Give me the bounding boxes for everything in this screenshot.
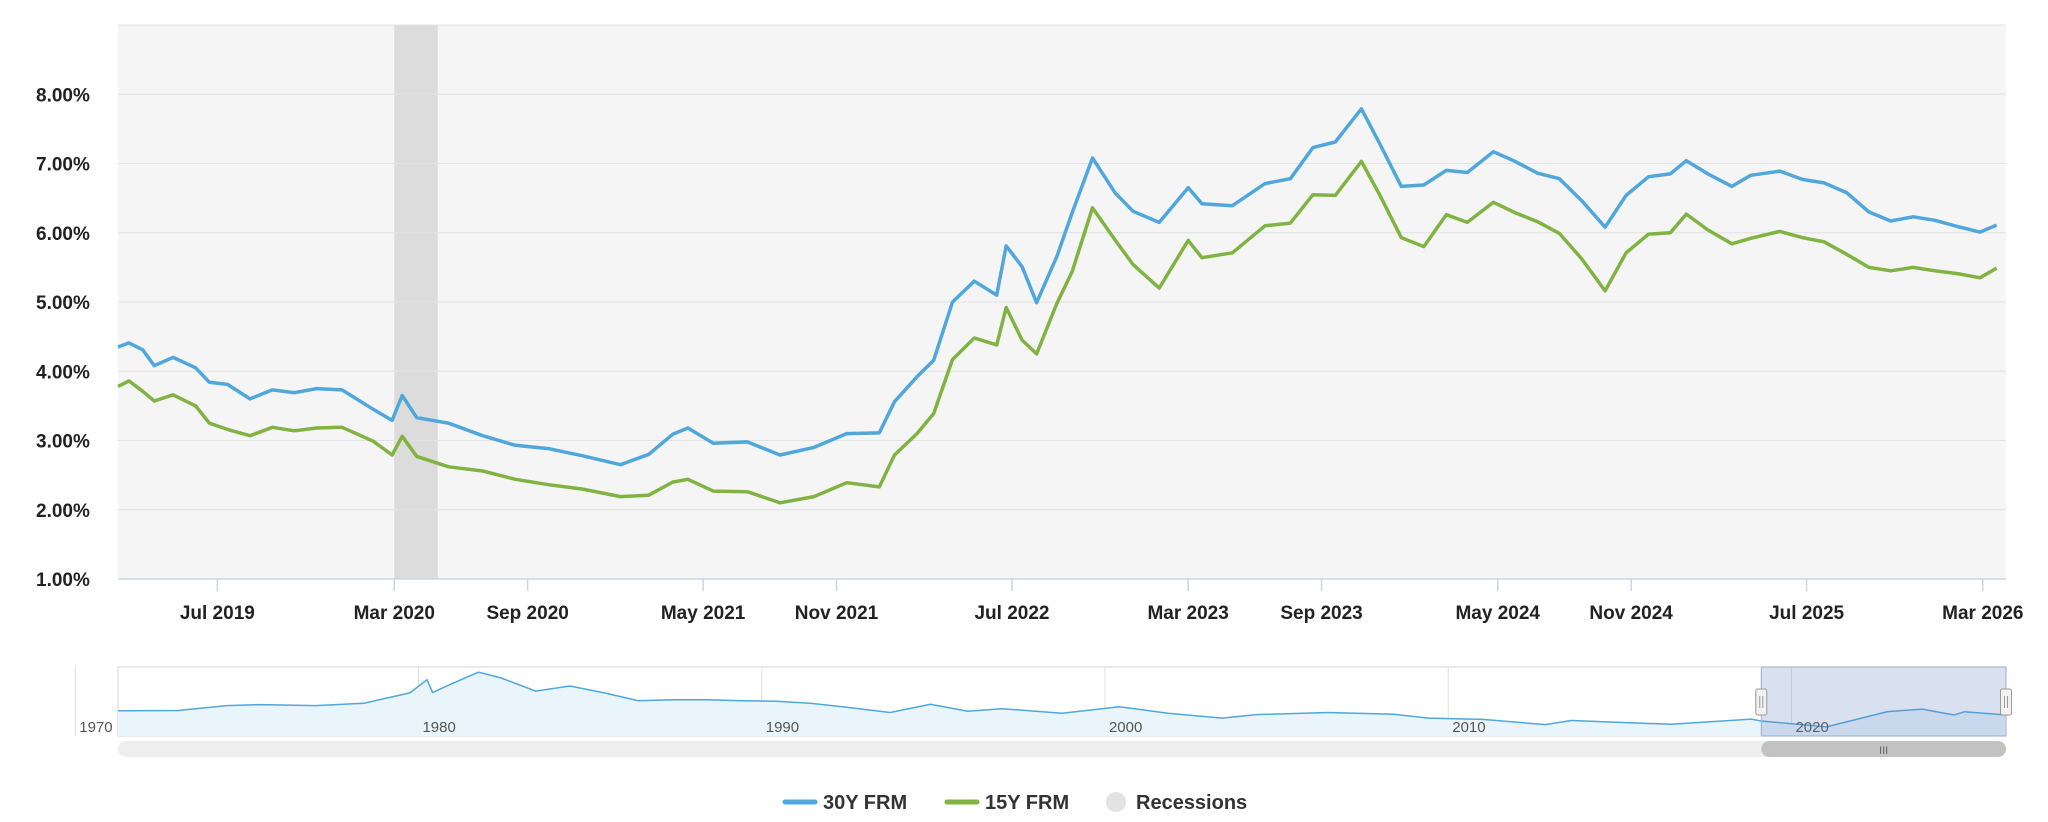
navigator-year-label: 2010 [1452,719,1485,736]
x-tick-label: Jul 2022 [974,603,1049,624]
y-tick-label: 4.00% [36,362,90,383]
legend-30y-label: 30Y FRM [823,792,907,814]
x-tick-label: Nov 2021 [795,603,879,624]
x-tick-label: May 2021 [661,603,746,624]
y-tick-label: 2.00% [36,501,90,522]
navigator-selected-range[interactable] [1760,666,2007,737]
navigator-series-line [117,671,2005,728]
y-tick-label: 3.00% [36,432,90,453]
series-line-15y-frm [117,159,1998,505]
legend: 30Y FRM 15Y FRM Recessions [782,792,1247,814]
x-tick-label: Mar 2020 [354,603,435,624]
scrollbar-thumb[interactable] [1761,741,2006,757]
y-tick-label: 1.00% [36,570,90,591]
x-axis-ticks [216,579,1984,591]
x-tick-label: Jul 2019 [180,603,255,624]
y-axis-labels: 1.00% 2.00% 3.00% 4.00% 5.00% 6.00% 7.00% 8.00% [36,85,90,591]
legend-recessions-swatch [1106,792,1126,812]
legend-item-recessions[interactable]: Recessions [1106,792,1247,814]
x-tick-label: May 2024 [1455,603,1540,624]
x-axis-labels: Jul 2019 Mar 2020 Sep 2020 May 2021 Nov 2021… [180,603,2024,624]
scrollbar-grip-icon: III [1879,745,1888,757]
navigator-year-label: 1990 [766,719,799,736]
scrollbar-track[interactable] [118,741,2006,757]
x-tick-label: Nov 2024 [1589,603,1673,624]
legend-recessions-label: Recessions [1136,792,1247,814]
navigator-year-label: 2000 [1109,719,1142,736]
x-tick-label: Sep 2020 [486,603,568,624]
y-tick-label: 8.00% [36,85,90,106]
legend-item-30y[interactable]: 30Y FRM [782,792,907,814]
navigator-year-label: 1980 [422,719,455,736]
navigator-year-labels: 1970 1980 1990 2000 2010 2020 [79,719,1829,736]
series-line-30y-frm [117,107,1998,467]
series-lines [117,107,1998,505]
navigator-right-handle[interactable] [2000,688,2012,716]
x-tick-label: Mar 2023 [1147,603,1228,624]
navigator-year-label: 2020 [1795,719,1828,736]
x-tick-label: Sep 2023 [1280,603,1362,624]
navigator-year-label: 1970 [79,719,112,736]
legend-15y-label: 15Y FRM [985,792,1069,814]
legend-item-15y[interactable]: 15Y FRM [944,792,1069,814]
range-navigator[interactable]: 1970 1980 1990 2000 2010 2020 [74,666,2012,737]
y-tick-label: 7.00% [36,155,90,176]
navigator-series-area [118,672,2005,736]
x-tick-label: Jul 2025 [1769,603,1844,624]
y-tick-label: 6.00% [36,224,90,245]
y-tick-label: 5.00% [36,293,90,314]
x-tick-label: Mar 2026 [1942,603,2023,624]
navigator-left-handle[interactable] [1755,688,1768,716]
